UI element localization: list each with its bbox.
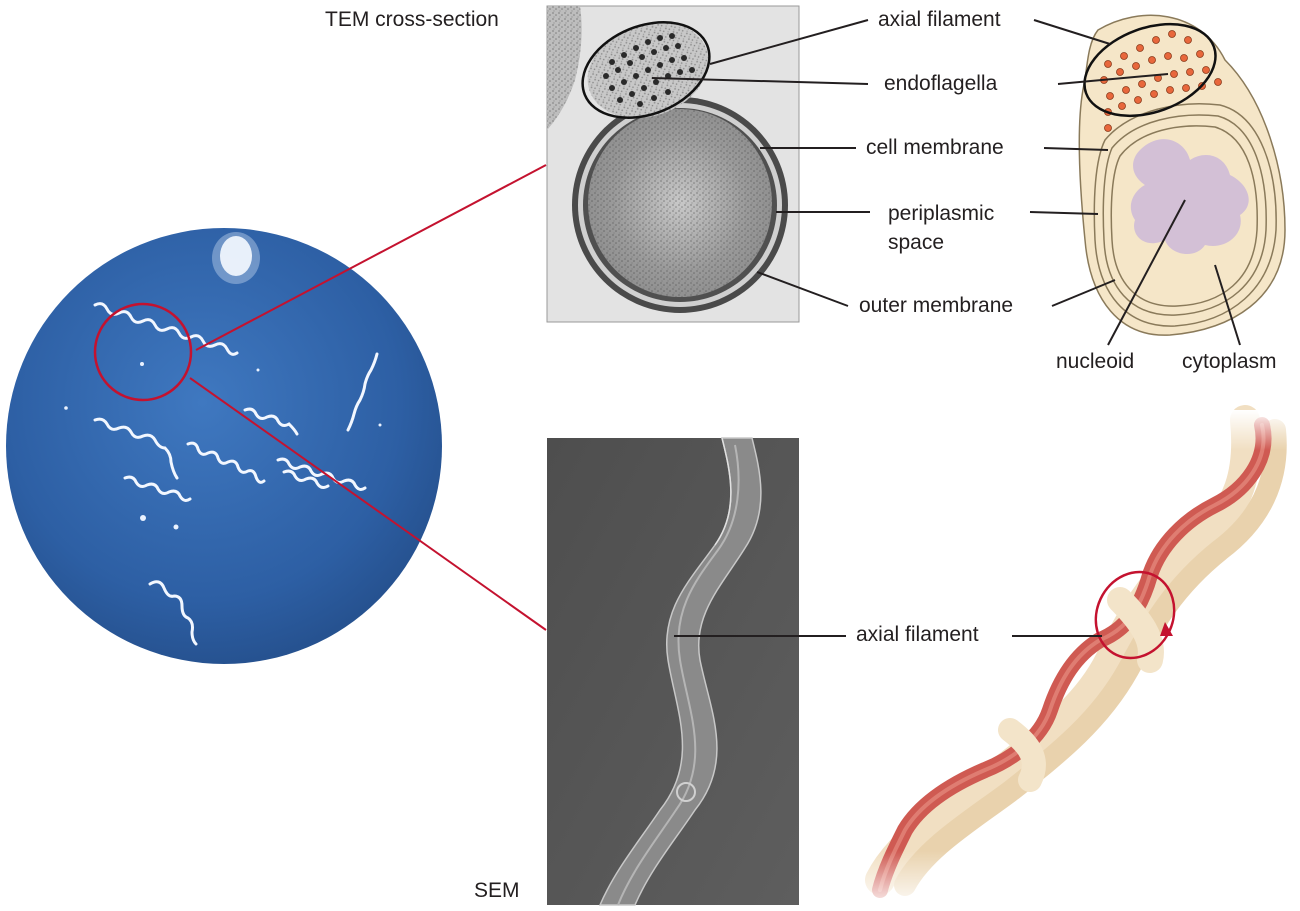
endoflagella-oval xyxy=(581,21,711,119)
outer-membrane-label: outer membrane xyxy=(859,294,1014,317)
leader-to-tem xyxy=(195,164,547,351)
axial-filament-rope-diagram xyxy=(860,405,1300,911)
label-leaders xyxy=(651,19,1241,637)
rotation-arrow-icon xyxy=(1094,570,1176,660)
sem-panel-label: SEM xyxy=(474,879,520,902)
leader-to-sem xyxy=(189,377,547,631)
nucleoid-label: nucleoid xyxy=(1056,350,1135,373)
cell-membrane-label: cell membrane xyxy=(866,136,1004,159)
tem-panel-label: TEM cross-section xyxy=(325,8,499,31)
periplasmic-label: periplasmic xyxy=(888,202,995,225)
darkfield-micrograph xyxy=(6,228,442,664)
axial-filament-label-top: axial filament xyxy=(878,8,1001,31)
sem-micrograph xyxy=(547,437,799,906)
endoflagella-label: endoflagella xyxy=(884,72,998,95)
periplasmic-space-label: space xyxy=(888,231,945,254)
axial-filament-oval xyxy=(1083,22,1217,118)
tem-micrograph xyxy=(546,5,800,323)
zoom-circle xyxy=(93,302,193,402)
cell-cross-section-diagram xyxy=(1078,14,1286,336)
cytoplasm-label: cytoplasm xyxy=(1182,350,1277,373)
axial-filament-label-bottom: axial filament xyxy=(856,623,979,646)
